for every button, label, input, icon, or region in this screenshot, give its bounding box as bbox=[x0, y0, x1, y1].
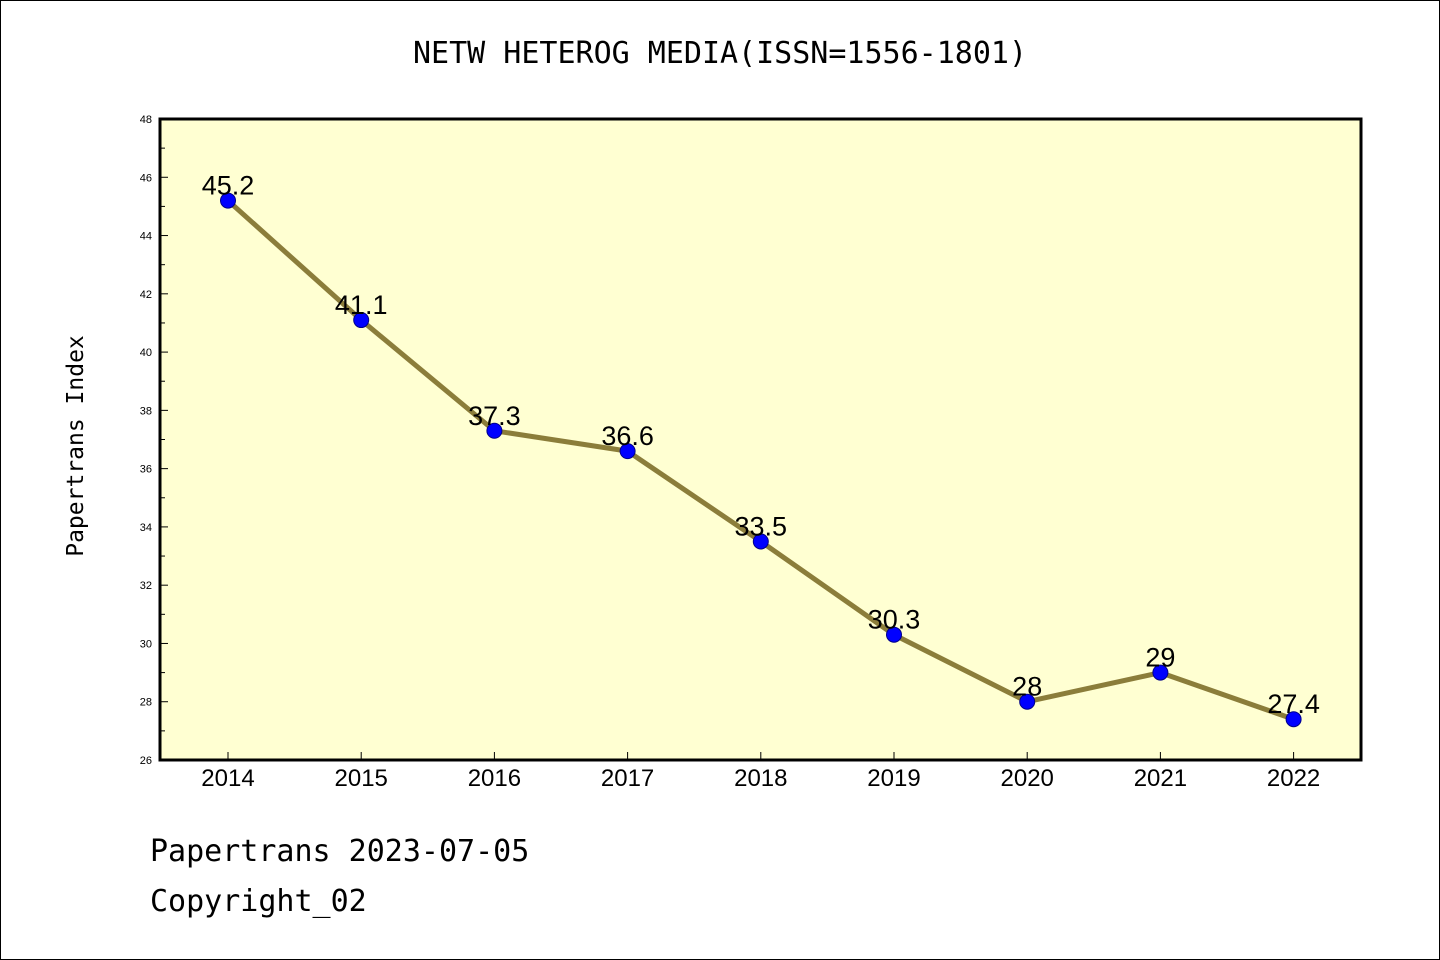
data-point bbox=[353, 312, 370, 329]
x-axis-ticks: 2014 2015 2016 2017 2018 2019 2020 2021 2022 bbox=[201, 752, 1320, 792]
y-tick-label: 42 bbox=[140, 289, 152, 301]
y-tick-label: 28 bbox=[140, 697, 152, 709]
y-tick-label: 38 bbox=[140, 405, 152, 417]
footer-copyright: Copyright_02 bbox=[150, 884, 367, 919]
y-tick-label: 26 bbox=[140, 755, 152, 767]
x-tick-label: 2022 bbox=[1267, 765, 1320, 792]
data-point bbox=[619, 443, 636, 460]
data-label: 27.4 bbox=[1267, 689, 1320, 719]
data-point bbox=[1285, 711, 1302, 728]
data-label: 37.3 bbox=[468, 401, 521, 431]
data-label: 30.3 bbox=[868, 605, 921, 635]
series-group bbox=[220, 192, 1302, 728]
x-tick-label: 2016 bbox=[468, 765, 521, 792]
data-point bbox=[220, 192, 236, 209]
y-tick-label: 36 bbox=[140, 464, 152, 476]
y-tick-label: 46 bbox=[140, 172, 152, 184]
data-label: 29 bbox=[1145, 643, 1175, 673]
data-point bbox=[1152, 664, 1169, 681]
data-point bbox=[886, 626, 902, 643]
y-tick-label: 40 bbox=[140, 347, 152, 359]
data-label: 28 bbox=[1012, 672, 1042, 702]
x-tick-label: 2018 bbox=[734, 765, 787, 792]
data-label: 45.2 bbox=[202, 171, 255, 201]
data-point bbox=[752, 533, 769, 550]
y-tick-label: 30 bbox=[140, 638, 152, 650]
y-tick-label: 44 bbox=[140, 231, 152, 243]
y-axis-ticks: 26 28 30 32 34 36 38 40 42 44 46 48 bbox=[140, 114, 168, 767]
footer-date: Papertrans 2023-07-05 bbox=[150, 834, 530, 869]
x-tick-label: 2015 bbox=[335, 765, 388, 792]
x-tick-label: 2017 bbox=[601, 765, 654, 792]
y-tick-label: 32 bbox=[140, 580, 152, 592]
y-tick-label: 48 bbox=[140, 114, 152, 126]
data-point bbox=[486, 422, 503, 439]
data-label: 33.5 bbox=[735, 511, 788, 541]
x-tick-label: 2021 bbox=[1134, 765, 1187, 792]
data-labels: 45.2 41.1 37.3 36.6 33.5 30.3 28 29 27.4 bbox=[202, 171, 1320, 720]
data-label: 41.1 bbox=[335, 290, 388, 320]
plot-area bbox=[158, 117, 1363, 762]
data-label: 36.6 bbox=[601, 421, 654, 451]
chart-title: NETW HETEROG MEDIA(ISSN=1556-1801) bbox=[412, 36, 1028, 71]
y-tick-label: 34 bbox=[140, 522, 152, 534]
data-point bbox=[1019, 693, 1036, 710]
x-tick-label: 2014 bbox=[201, 765, 254, 792]
x-tick-label: 2020 bbox=[1001, 765, 1054, 792]
x-tick-label: 2019 bbox=[867, 765, 920, 792]
